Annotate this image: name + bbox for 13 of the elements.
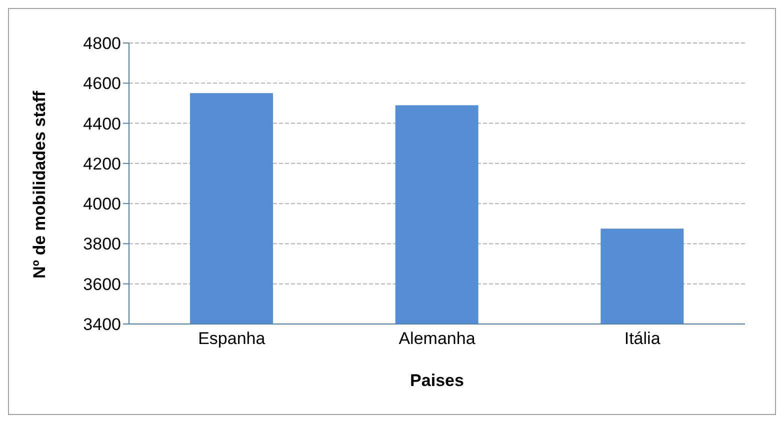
y-axis-title: Nº de mobilidades staff [30,90,50,278]
y-tick-label: 3400 [83,315,121,334]
y-tick-label: 3800 [83,234,121,254]
y-tick-label: 4000 [83,194,121,214]
x-tick-label: Itália [624,329,661,348]
y-tick-label: 4400 [83,114,121,134]
y-tick-label: 4800 [83,34,121,54]
x-tick-label: Alemanha [398,329,476,348]
y-tick-label: 4600 [83,74,121,94]
x-axis-title: Paises [410,371,464,390]
y-tick-label: 4200 [83,154,121,174]
y-tick-label: 3600 [83,274,121,294]
x-tick-label: Espanha [198,329,266,348]
